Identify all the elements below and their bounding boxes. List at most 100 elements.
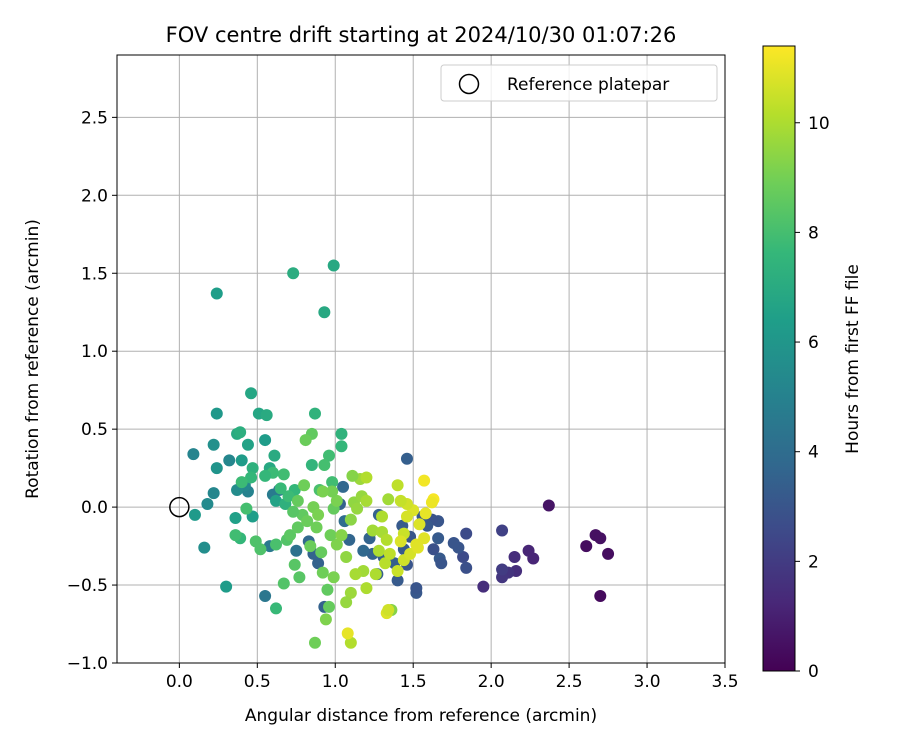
y-tick-label: −1.0: [67, 654, 108, 674]
data-point: [508, 550, 521, 563]
data-point: [321, 583, 334, 596]
data-point: [259, 434, 272, 447]
data-point: [400, 452, 413, 465]
data-point: [187, 448, 200, 461]
data-point: [287, 505, 300, 518]
colorbar-tick-label: 10: [808, 114, 830, 134]
data-point: [312, 557, 325, 570]
data-point: [310, 521, 323, 534]
data-point: [340, 550, 353, 563]
data-point: [427, 543, 440, 556]
data-point: [188, 508, 201, 521]
x-tick-label: 1.0: [322, 672, 349, 692]
plot-area: [116, 54, 726, 664]
data-point: [335, 529, 348, 542]
plot-frame: [116, 54, 726, 664]
data-point: [594, 589, 607, 602]
data-point: [496, 524, 509, 537]
data-point: [277, 577, 290, 590]
reference-platepar-point: [169, 496, 190, 518]
y-tick-label: 2.5: [81, 108, 108, 128]
data-point: [312, 508, 325, 521]
data-point: [344, 513, 357, 526]
y-tick-label: 0.5: [81, 420, 108, 440]
data-point: [246, 462, 259, 475]
data-point: [418, 532, 431, 545]
x-tick-label: 2.5: [556, 672, 583, 692]
data-point: [323, 449, 336, 462]
data-point: [229, 529, 242, 542]
data-point: [301, 515, 314, 528]
data-point: [382, 493, 395, 506]
y-axis-label: Rotation from reference (arcmin): [23, 219, 43, 499]
data-point: [308, 636, 321, 649]
data-point: [580, 540, 593, 553]
data-point: [254, 543, 267, 556]
data-point: [391, 565, 404, 578]
x-axis-ticks: 0.0 0.5 1.0 1.5 2.0 2.5 3.0 3.5: [166, 663, 739, 692]
x-axis-label: Angular distance from reference (arcmin): [245, 706, 597, 726]
x-tick-label: 0.5: [244, 672, 271, 692]
data-point: [319, 613, 332, 626]
data-point: [282, 490, 295, 503]
colorbar-tick-label: 6: [808, 333, 819, 353]
data-point: [293, 571, 306, 584]
x-tick-label: 3.0: [634, 672, 661, 692]
data-point: [432, 532, 445, 545]
data-point: [210, 407, 223, 420]
data-point: [447, 536, 460, 549]
data-point: [425, 496, 438, 509]
legend-marker-reference: [458, 73, 480, 95]
data-point: [270, 538, 283, 551]
data-point: [380, 533, 393, 546]
data-point: [369, 568, 382, 581]
data-point: [346, 469, 359, 482]
y-tick-label: 2.0: [81, 186, 108, 206]
colorbar-gradient: [762, 45, 796, 672]
y-tick-label: −0.5: [67, 576, 108, 596]
data-point: [284, 529, 297, 542]
y-tick-label: 1.5: [81, 264, 108, 284]
reference-marker: [169, 496, 190, 518]
data-point: [542, 499, 555, 512]
data-point: [411, 541, 424, 554]
x-tick-label: 0.0: [166, 672, 193, 692]
legend-box: [440, 64, 718, 102]
data-point: [326, 485, 339, 498]
data-point: [457, 550, 470, 563]
data-point: [235, 476, 248, 489]
data-point: [372, 544, 385, 557]
data-point: [324, 529, 337, 542]
data-point: [308, 407, 321, 420]
data-point: [341, 627, 354, 640]
data-point: [335, 427, 348, 440]
data-point: [316, 566, 329, 579]
colorbar-tick-label: 8: [808, 223, 819, 243]
data-point: [299, 434, 312, 447]
data-point: [223, 454, 236, 467]
data-point: [496, 563, 509, 576]
data-point: [210, 287, 223, 300]
data-points: [187, 259, 615, 649]
data-point: [419, 507, 432, 520]
data-point: [357, 544, 370, 557]
data-point: [270, 602, 283, 615]
data-point: [337, 480, 350, 493]
data-point: [327, 259, 340, 272]
data-point: [318, 306, 331, 319]
grid-lines: [117, 55, 726, 664]
data-point: [304, 540, 317, 553]
data-point: [349, 568, 362, 581]
data-point: [435, 557, 448, 570]
data-point: [259, 469, 272, 482]
data-point: [382, 603, 395, 616]
data-point: [602, 547, 615, 560]
data-point: [413, 518, 426, 531]
data-point: [366, 524, 379, 537]
y-tick-label: 1.0: [81, 342, 108, 362]
data-point: [391, 479, 404, 492]
data-point: [418, 474, 431, 487]
data-point: [290, 544, 303, 557]
data-point: [201, 497, 214, 510]
